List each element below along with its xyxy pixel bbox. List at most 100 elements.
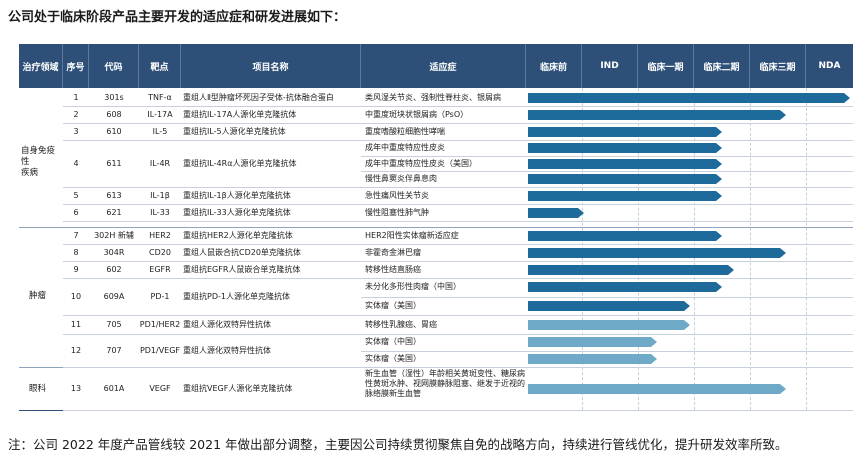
row-divider	[63, 204, 853, 205]
row-indication: 转移性乳腺癌、胃癌	[365, 319, 437, 329]
row-number: 2	[73, 109, 79, 119]
row-target: PD-1	[150, 291, 170, 301]
progress-arrow	[577, 207, 584, 218]
row-number: 1	[73, 92, 79, 102]
row-target: PD1/HER2	[139, 319, 181, 329]
table-header: 治疗领域 序号 代码 靶点 项目名称 适应症 临床前 IND 临床一期 临床二期…	[19, 44, 853, 88]
area-oncology: 肿瘤	[29, 291, 47, 301]
progress-arrow	[715, 282, 722, 293]
row-indication: 非霍奇金淋巴瘤	[365, 247, 421, 257]
row-indication: 新生血管（湿性）年龄相关黄斑变性、糖尿病性黄斑水肿、视网膜静脉阻塞、继发于近视的…	[365, 369, 525, 398]
progress-bar	[528, 126, 716, 137]
progress-arrow	[715, 174, 722, 185]
row-code: 613	[106, 190, 122, 200]
row-divider	[63, 187, 853, 188]
area-autoimmune: 自身免疫性 疾病	[21, 146, 63, 179]
pipeline-table: 治疗领域 序号 代码 靶点 项目名称 适应症 临床前 IND 临床一期 临床二期…	[19, 44, 853, 411]
row-project-name: 重组抗HER2人源化单克隆抗体	[183, 230, 293, 240]
row-indication: 慢性鼻窦炎伴鼻息肉	[365, 174, 437, 184]
row-indication: 成年中重度特应性皮炎（美国）	[365, 158, 477, 168]
row-target: HER2	[149, 230, 171, 240]
stage-divider	[806, 88, 807, 410]
row-target: TNF-α	[148, 92, 172, 102]
progress-bar	[528, 353, 652, 364]
row-code: 705	[106, 319, 122, 329]
row-target: VEGF	[149, 383, 171, 393]
col-preclinical: 临床前	[526, 44, 582, 88]
row-number: 3	[73, 126, 79, 136]
progress-bar	[528, 264, 729, 275]
progress-arrow	[779, 247, 786, 258]
row-number: 11	[70, 319, 82, 329]
group-separator	[19, 227, 853, 228]
row-target: IL-5	[152, 126, 168, 136]
row-target: IL-33	[150, 207, 170, 217]
row-divider	[63, 261, 853, 262]
progress-bar	[528, 109, 780, 120]
row-code: 610	[106, 126, 122, 136]
row-code: 621	[106, 207, 122, 217]
sub-row-divider	[361, 296, 853, 298]
progress-bar	[528, 319, 684, 330]
progress-arrow	[715, 142, 722, 153]
row-project-name: 重组抗PD-1人源化单克隆抗体	[183, 291, 290, 301]
row-indication: 类风湿关节炎、强制性脊柱炎、银屑病	[365, 92, 501, 102]
area-label: 自身免疫性 疾病	[21, 146, 56, 178]
row-indication: 转移性结直肠癌	[365, 264, 421, 274]
progress-bar	[528, 300, 684, 311]
progress-arrow	[683, 300, 690, 311]
progress-bar	[528, 92, 844, 103]
col-area: 治疗领域	[19, 44, 63, 88]
progress-arrow	[651, 337, 658, 348]
progress-bar	[528, 337, 652, 348]
row-indication: 成年中重度特应性皮炎	[365, 142, 445, 152]
row-indication: 未分化多形性肉瘤（中国）	[365, 282, 461, 292]
col-target: 靶点	[139, 44, 181, 88]
row-code: 608	[106, 109, 122, 119]
col-no: 序号	[63, 44, 89, 88]
row-number: 6	[73, 207, 79, 217]
row-number: 13	[70, 383, 82, 393]
row-project-name: 重组抗IL-4Rα人源化单克隆抗体	[183, 158, 297, 168]
row-number: 5	[73, 190, 79, 200]
row-code: 707	[106, 345, 122, 355]
progress-bar	[528, 247, 780, 258]
sub-row-divider	[361, 350, 853, 352]
progress-arrow	[683, 319, 690, 330]
row-divider	[63, 221, 853, 222]
row-project-name: 重组抗IL-5人源化单克隆抗体	[183, 126, 286, 136]
row-divider	[63, 244, 853, 245]
row-code: 611	[106, 158, 122, 168]
row-target: IL-1β	[150, 190, 170, 200]
progress-arrow	[715, 190, 722, 201]
col-indication: 适应症	[361, 44, 526, 88]
row-divider	[63, 410, 853, 411]
row-target: EGFR	[149, 264, 171, 274]
sub-row-divider	[361, 171, 853, 173]
row-project-name: 重组抗IL-33人源化单克隆抗体	[183, 207, 291, 217]
footnote: 注：公司 2022 年度产品管线较 2021 年做出部分调整，主要因公司持续贯彻…	[8, 437, 788, 452]
progress-arrow	[715, 158, 722, 169]
row-project-name: 重组人Ⅱ型肿瘤坏死因子受体-抗体融合蛋白	[183, 92, 334, 102]
col-phase2: 临床二期	[694, 44, 750, 88]
page-title: 公司处于临床阶段产品主要开发的适应症和研发进展如下：	[8, 10, 347, 25]
row-divider	[63, 123, 853, 124]
progress-arrow	[715, 230, 722, 241]
row-divider	[63, 315, 853, 316]
row-indication: 实体瘤（中国）	[365, 337, 421, 347]
row-indication: 慢性阻塞性肺气肿	[365, 207, 429, 217]
progress-arrow	[728, 264, 735, 275]
row-code: 601A	[103, 383, 125, 393]
row-indication: 实体瘤（美国）	[365, 300, 421, 310]
col-phase3: 临床三期	[750, 44, 806, 88]
row-indication: 实体瘤（美国）	[365, 353, 421, 363]
row-project-name: 重组人源化双特异性抗体	[183, 319, 271, 329]
row-number: 7	[73, 230, 79, 240]
row-number: 4	[73, 158, 79, 168]
progress-bar	[528, 142, 716, 153]
row-number: 10	[70, 291, 82, 301]
progress-arrow	[779, 109, 786, 120]
col-name: 项目名称	[181, 44, 361, 88]
progress-bar	[528, 207, 578, 218]
progress-arrow	[779, 383, 786, 394]
